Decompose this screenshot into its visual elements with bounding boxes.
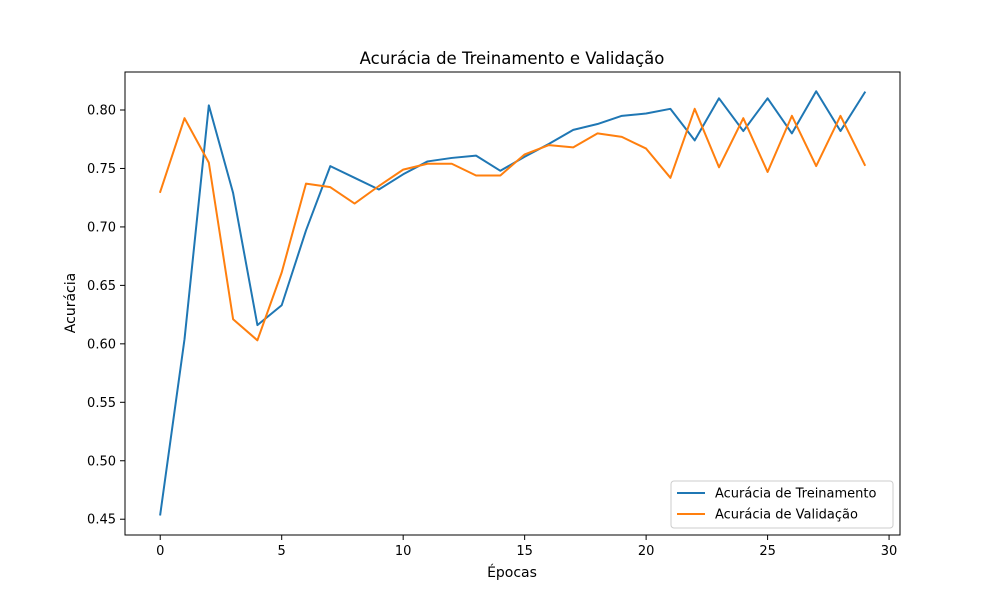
y-axis-label: Acurácia — [63, 273, 79, 333]
x-tick-label: 10 — [395, 544, 412, 559]
y-tick-label: 0.80 — [87, 103, 116, 118]
x-axis-label: Épocas — [487, 564, 537, 581]
x-tick-label: 0 — [156, 544, 164, 559]
chart-title: Acurácia de Treinamento e Validação — [360, 49, 665, 68]
y-tick-label: 0.60 — [87, 337, 116, 352]
x-tick-label: 25 — [759, 544, 776, 559]
y-tick-label: 0.70 — [87, 220, 116, 235]
legend-box — [670, 480, 894, 529]
series-line-validacao — [158, 107, 867, 342]
y-axis-ticks: 0.45 0.50 0.55 0.60 0.65 0.70 0.75 0.80 — [87, 103, 125, 528]
legend-entry-label: Acurácia de Validação — [715, 508, 858, 523]
legend: Acurácia de Treinamento Acurácia de Valid… — [670, 480, 894, 529]
legend-entry-label: Acurácia de Treinamento — [715, 487, 877, 502]
x-tick-label: 5 — [278, 544, 286, 559]
y-tick-label: 0.65 — [87, 279, 116, 294]
y-tick-label: 0.75 — [87, 162, 116, 177]
y-tick-label: 0.55 — [87, 396, 116, 411]
x-tick-label: 30 — [881, 544, 898, 559]
series-lines — [158, 90, 867, 516]
y-tick-label: 0.50 — [87, 454, 116, 469]
x-tick-label: 15 — [516, 544, 533, 559]
plot-area-frame — [124, 71, 901, 536]
x-tick-label: 20 — [638, 544, 655, 559]
x-axis-ticks: 0 5 10 15 20 25 30 — [156, 535, 897, 559]
y-tick-label: 0.45 — [87, 513, 116, 528]
